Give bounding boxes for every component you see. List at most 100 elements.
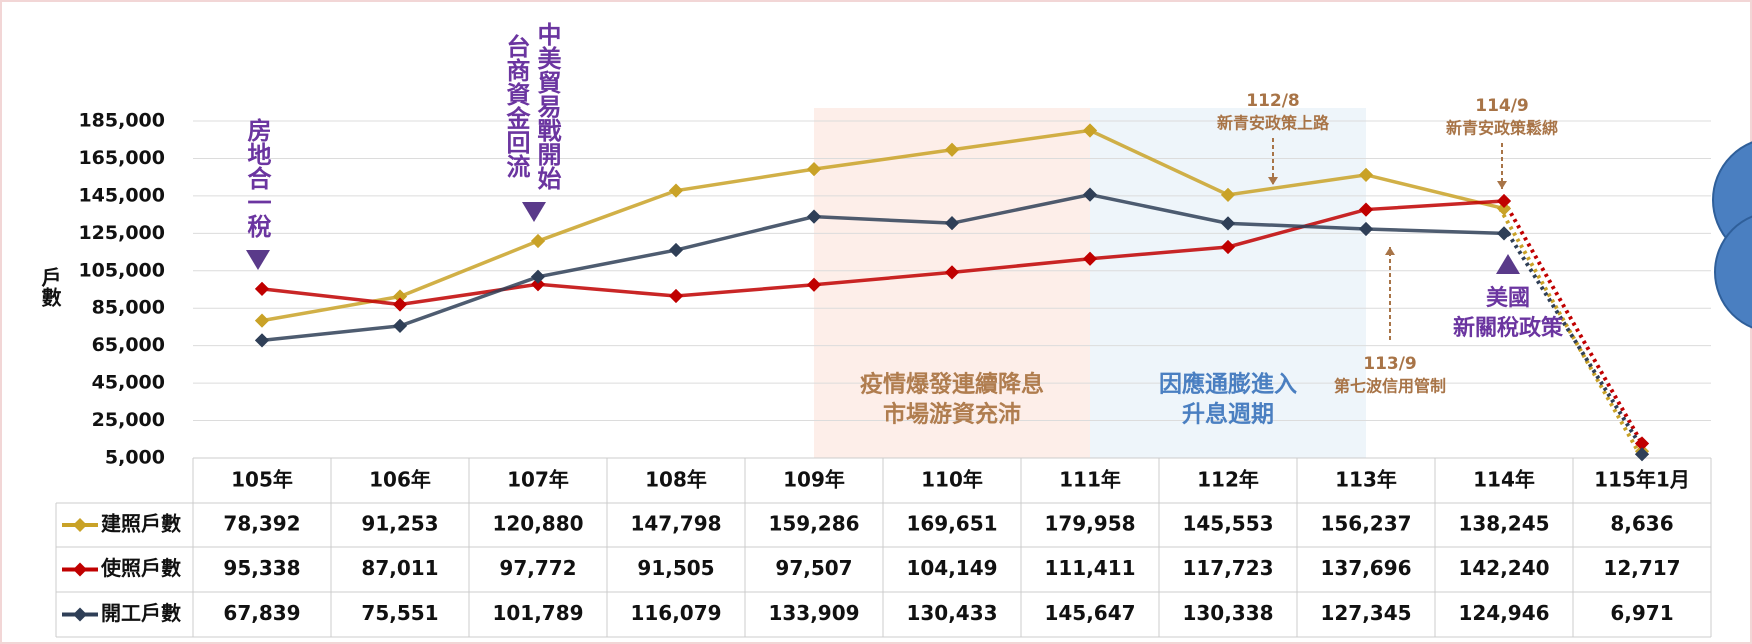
y-tick-label: 145,000	[78, 184, 165, 206]
series-line-projection	[1502, 200, 1644, 445]
y-tick-label: 65,000	[92, 334, 165, 356]
x-tick-label: 105年	[231, 468, 293, 492]
annotation: 新關稅政策	[1453, 315, 1564, 341]
table-cell: 67,839	[223, 601, 300, 625]
legend-label: 開工戶數	[101, 601, 181, 625]
series-line	[261, 199, 1505, 307]
table-cell: 147,798	[630, 512, 721, 536]
point-marker	[945, 265, 959, 280]
x-tick-label: 111年	[1059, 468, 1121, 492]
x-tick-label: 110年	[921, 468, 983, 492]
x-tick-label: 109年	[783, 468, 845, 492]
legend-label: 使照戶數	[100, 556, 181, 580]
region-label: 市場游資充沛	[883, 401, 1021, 428]
table-cell: 111,411	[1044, 556, 1135, 580]
table-cell: 130,338	[1182, 601, 1273, 625]
point-marker	[807, 162, 821, 177]
point-marker	[1221, 239, 1235, 254]
table-cell: 6,971	[1610, 601, 1673, 625]
table-cell: 120,880	[492, 512, 583, 536]
y-tick-label: 85,000	[92, 297, 165, 319]
annotation: 第七波信用管制	[1334, 377, 1446, 396]
legend-marker	[73, 607, 87, 622]
point-marker	[393, 318, 407, 333]
x-tick-label: 108年	[645, 468, 707, 492]
shaded-region	[814, 108, 1090, 458]
y-tick-label: 45,000	[92, 372, 165, 394]
table-cell: 138,245	[1458, 512, 1549, 536]
x-tick-label: 106年	[369, 468, 431, 492]
point-marker	[1083, 123, 1097, 138]
point-marker	[531, 234, 545, 249]
y-tick-label: 165,000	[78, 147, 165, 169]
point-marker	[1497, 194, 1511, 209]
table-cell: 145,553	[1182, 512, 1273, 536]
point-marker	[945, 142, 959, 157]
point-marker	[531, 269, 545, 284]
y-tick-label: 185,000	[78, 110, 165, 132]
table-cell: 95,338	[223, 556, 300, 580]
annotation: 房地合一稅	[243, 117, 271, 239]
table-cell: 97,507	[775, 556, 852, 580]
table-cell: 127,345	[1320, 601, 1411, 625]
table-cell: 179,958	[1044, 512, 1135, 536]
series-line	[261, 192, 1505, 343]
annotation-arrowhead	[1268, 177, 1278, 185]
point-marker	[393, 289, 407, 304]
series-line	[261, 128, 1505, 323]
point-marker	[807, 277, 821, 292]
table-cell: 145,647	[1044, 601, 1135, 625]
point-marker	[255, 333, 269, 348]
table-cell: 116,079	[630, 601, 721, 625]
legend-marker	[73, 562, 87, 577]
point-marker	[807, 209, 821, 224]
x-tick-label: 115年1月	[1594, 468, 1690, 492]
table-cell: 130,433	[906, 601, 997, 625]
annotation: 新青安政策鬆綁	[1446, 119, 1558, 138]
series-line-projection	[1498, 207, 1640, 453]
point-marker	[1635, 447, 1649, 462]
point-marker	[1083, 187, 1097, 202]
point-marker	[1497, 201, 1511, 216]
annotation: 美國	[1486, 285, 1530, 311]
table-cell: 156,237	[1320, 512, 1411, 536]
point-marker	[669, 243, 683, 258]
point-marker	[531, 277, 545, 292]
annotation-marker	[1496, 254, 1520, 274]
point-marker	[1359, 167, 1373, 182]
point-marker	[255, 313, 269, 328]
y-tick-label: 25,000	[92, 409, 165, 431]
table-cell: 12,717	[1603, 556, 1680, 580]
series-line-projection	[1506, 232, 1648, 456]
x-tick-label: 107年	[507, 468, 569, 492]
point-marker	[1359, 221, 1373, 236]
region-label: 因應通膨進入	[1159, 371, 1297, 398]
annotation-arrowhead	[1385, 247, 1395, 255]
legend-marker	[73, 518, 87, 532]
annotation: 台商資金回流	[502, 33, 531, 178]
point-marker	[1221, 187, 1235, 202]
x-tick-label: 112年	[1197, 468, 1259, 492]
point-marker	[1359, 202, 1373, 217]
table-cell: 8,636	[1610, 512, 1673, 536]
table-cell: 137,696	[1320, 556, 1411, 580]
shaded-region	[1090, 108, 1366, 458]
point-marker	[945, 216, 959, 231]
annotation-arrowhead	[1497, 181, 1507, 189]
annotation: 中美貿易戰開始	[533, 22, 561, 191]
table-cell: 75,551	[361, 601, 438, 625]
region-label: 疫情爆發連續降息	[860, 371, 1044, 398]
y-tick-label: 5,000	[105, 447, 165, 469]
x-tick-label: 113年	[1335, 468, 1397, 492]
annotation: 114/9	[1475, 96, 1529, 116]
y-tick-label: 105,000	[78, 259, 165, 281]
point-marker	[1497, 226, 1511, 241]
point-marker	[669, 183, 683, 198]
table-cell: 104,149	[906, 556, 997, 580]
table-cell: 101,789	[492, 601, 583, 625]
point-marker	[1083, 251, 1097, 266]
annotation-marker	[522, 202, 546, 222]
table-cell: 124,946	[1458, 601, 1549, 625]
y-axis-label: 戶數	[38, 266, 62, 308]
